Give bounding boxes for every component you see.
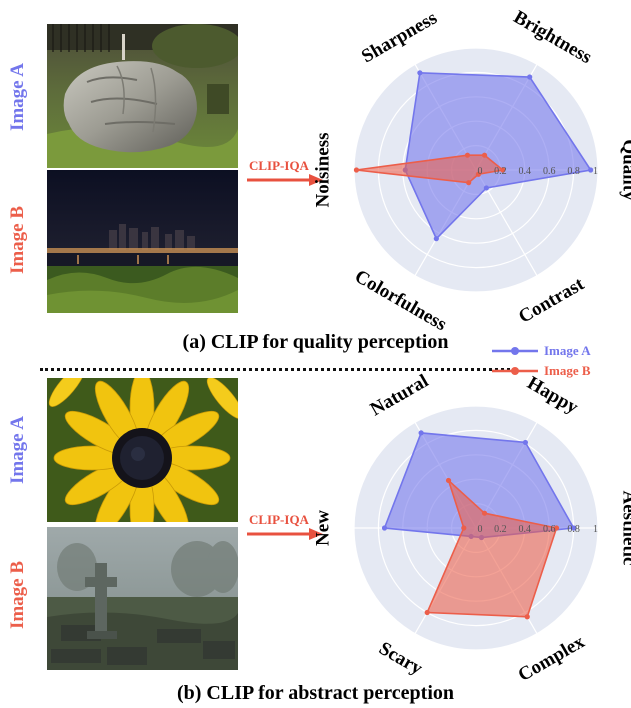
axis-label-new: New (312, 510, 333, 546)
data-point-image-a-happy (522, 439, 529, 446)
rock-garden-picture (47, 24, 238, 168)
data-point-image-a-sharpness (417, 70, 423, 76)
radar-chart-abstract: 0 0.2 0.4 0.6 0.8 1 Aesthetic Happy Natural New Sc… (312, 370, 631, 680)
radial-tick-label: 0 (478, 524, 483, 535)
data-point-image-a-new (381, 525, 388, 531)
panel-b-image-a-photo (47, 378, 238, 522)
data-point-image-a-aesthetic (571, 525, 577, 531)
night-city-picture (47, 170, 238, 313)
radial-tick-label: 0.6 (543, 166, 556, 177)
panel-b-clip-iqa-label: CLIP-IQA (249, 512, 309, 527)
axis-label-aesthetic: Aesthetic (619, 491, 631, 566)
radial-tick-label: 1 (593, 524, 598, 535)
radial-tick-label: 0.6 (543, 524, 556, 535)
data-point-image-b-natural (445, 477, 452, 484)
axis-label-scary: Scary (375, 638, 426, 680)
panel-b-image-b-label: Image B (7, 560, 28, 630)
data-point-image-b-brightness (481, 152, 488, 158)
panel-b-caption: (b) CLIP for abstract perception (176, 682, 454, 704)
radial-tick-label: 0.4 (519, 166, 532, 177)
axis-label-happy: Happy (524, 373, 582, 419)
data-point-image-b-contrast (475, 171, 482, 177)
legend-item-image-a: Image A (492, 343, 591, 358)
radial-tick-label: 0.2 (494, 166, 507, 177)
data-point-image-b-new (461, 525, 467, 531)
data-point-image-b-sharpness (464, 152, 471, 158)
legend: Image A Image B (492, 343, 591, 378)
radial-tick-label: 0.8 (567, 166, 580, 177)
data-point-image-b-quality (500, 167, 506, 173)
data-point-image-b-complex (524, 614, 530, 620)
radial-tick-label: 0 (478, 166, 483, 177)
radial-tick-label: 0.2 (494, 524, 507, 535)
data-point-image-a-colorfulness (433, 236, 439, 242)
panel-b-image-b-photo (47, 527, 238, 670)
radial-tick-label: 0.4 (519, 524, 532, 535)
radar-chart-quality: 0 0.2 0.4 0.6 0.8 1 QualityBrightnessSharpness… (312, 7, 631, 330)
legend-label-image-a: Image A (544, 343, 591, 358)
panel-a-image-b-label: Image B (7, 205, 28, 275)
data-point-image-a-quality (588, 167, 594, 173)
data-point-image-a-contrast (483, 185, 489, 191)
panel-b-arrow-icon (247, 528, 323, 540)
panel-a-caption: (a) CLIP for quality perception (182, 331, 449, 353)
axis-label-quality: Quality (619, 139, 631, 201)
legend-item-image-b: Image B (492, 363, 591, 378)
panel-divider (40, 368, 510, 371)
panel-b-image-a-label: Image A (7, 415, 28, 485)
panel-a-image-b-photo (47, 170, 238, 313)
data-point-image-b-noisiness (353, 167, 360, 173)
legend-label-image-b: Image B (544, 363, 591, 378)
radial-tick-label: 0.8 (567, 524, 580, 535)
data-point-image-a-brightness (527, 74, 533, 80)
axis-label-natural: Natural (367, 370, 432, 420)
data-point-image-b-colorfulness (466, 180, 472, 186)
panel-a-image-a-label: Image A (7, 62, 28, 132)
axis-label-noisiness: Noisiness (312, 133, 333, 208)
panel-a-image-a-photo (47, 24, 238, 168)
flower-picture (47, 378, 238, 522)
foggy-cemetery-picture (47, 527, 238, 670)
data-point-image-b-scary (424, 609, 430, 616)
panel-a-clip-iqa-label: CLIP-IQA (249, 158, 309, 173)
panel-a-arrow-icon (247, 174, 323, 186)
data-point-image-b-happy (481, 510, 488, 516)
radial-tick-label: 1 (593, 166, 598, 177)
data-point-image-b-aesthetic (553, 525, 560, 531)
data-point-image-a-natural (418, 430, 424, 436)
